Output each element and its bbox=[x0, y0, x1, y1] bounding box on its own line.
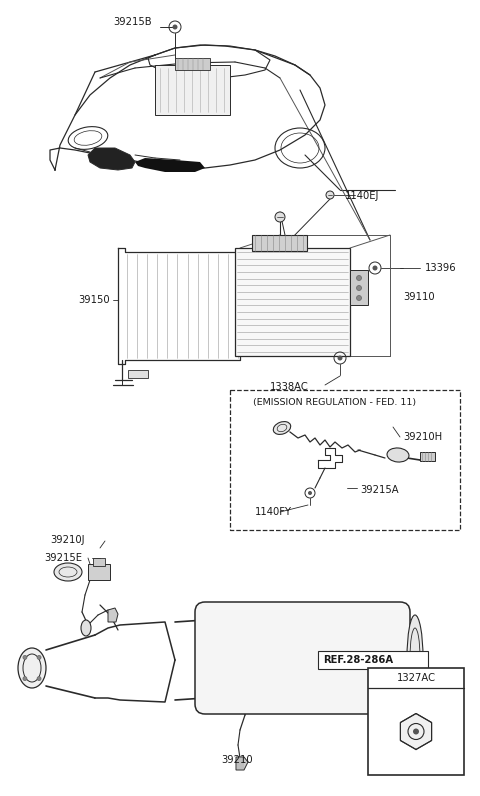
Polygon shape bbox=[236, 757, 248, 770]
Circle shape bbox=[357, 286, 361, 291]
Ellipse shape bbox=[273, 422, 291, 435]
Text: 39110: 39110 bbox=[403, 292, 434, 302]
Text: 39215A: 39215A bbox=[360, 485, 398, 495]
Bar bbox=[93, 558, 105, 566]
Text: 1338AC: 1338AC bbox=[270, 382, 309, 392]
Circle shape bbox=[275, 212, 285, 222]
Circle shape bbox=[357, 275, 361, 280]
Circle shape bbox=[37, 655, 41, 659]
Bar bbox=[420, 452, 435, 461]
Text: 13396: 13396 bbox=[425, 263, 456, 273]
Bar bbox=[252, 235, 307, 251]
Bar bbox=[175, 58, 210, 70]
Text: REF.28-286A: REF.28-286A bbox=[323, 655, 393, 665]
Polygon shape bbox=[400, 713, 432, 750]
Polygon shape bbox=[108, 608, 118, 622]
Text: 39210J: 39210J bbox=[50, 535, 84, 545]
Circle shape bbox=[23, 655, 27, 659]
Circle shape bbox=[372, 266, 377, 271]
Circle shape bbox=[172, 25, 178, 29]
Bar bbox=[155, 65, 230, 115]
Circle shape bbox=[337, 356, 343, 361]
Ellipse shape bbox=[407, 615, 423, 701]
Polygon shape bbox=[88, 148, 135, 170]
Text: 39215B: 39215B bbox=[113, 17, 152, 27]
Circle shape bbox=[326, 191, 334, 199]
Bar bbox=[230, 390, 460, 530]
Circle shape bbox=[357, 295, 361, 301]
Bar bbox=[350, 270, 368, 305]
Polygon shape bbox=[135, 158, 205, 172]
Ellipse shape bbox=[54, 563, 82, 581]
Ellipse shape bbox=[387, 448, 409, 462]
Text: 39210: 39210 bbox=[221, 755, 253, 765]
Bar bbox=[88, 564, 110, 580]
FancyBboxPatch shape bbox=[318, 651, 428, 669]
Text: 39150: 39150 bbox=[78, 295, 110, 305]
FancyBboxPatch shape bbox=[195, 602, 410, 714]
Circle shape bbox=[23, 677, 27, 681]
Bar bbox=[128, 370, 148, 378]
Text: 39215E: 39215E bbox=[44, 553, 82, 563]
Text: 39210H: 39210H bbox=[403, 432, 442, 442]
Text: 1140EJ: 1140EJ bbox=[345, 191, 379, 201]
Bar bbox=[368, 668, 464, 775]
Text: (EMISSION REGULATION - FED. 11): (EMISSION REGULATION - FED. 11) bbox=[253, 399, 417, 408]
Circle shape bbox=[413, 728, 419, 735]
Ellipse shape bbox=[18, 648, 46, 688]
Ellipse shape bbox=[81, 620, 91, 636]
Text: 1140FY: 1140FY bbox=[255, 507, 292, 517]
Bar bbox=[235, 248, 350, 356]
Circle shape bbox=[37, 677, 41, 681]
Text: 1327AC: 1327AC bbox=[396, 673, 435, 683]
Circle shape bbox=[308, 491, 312, 495]
